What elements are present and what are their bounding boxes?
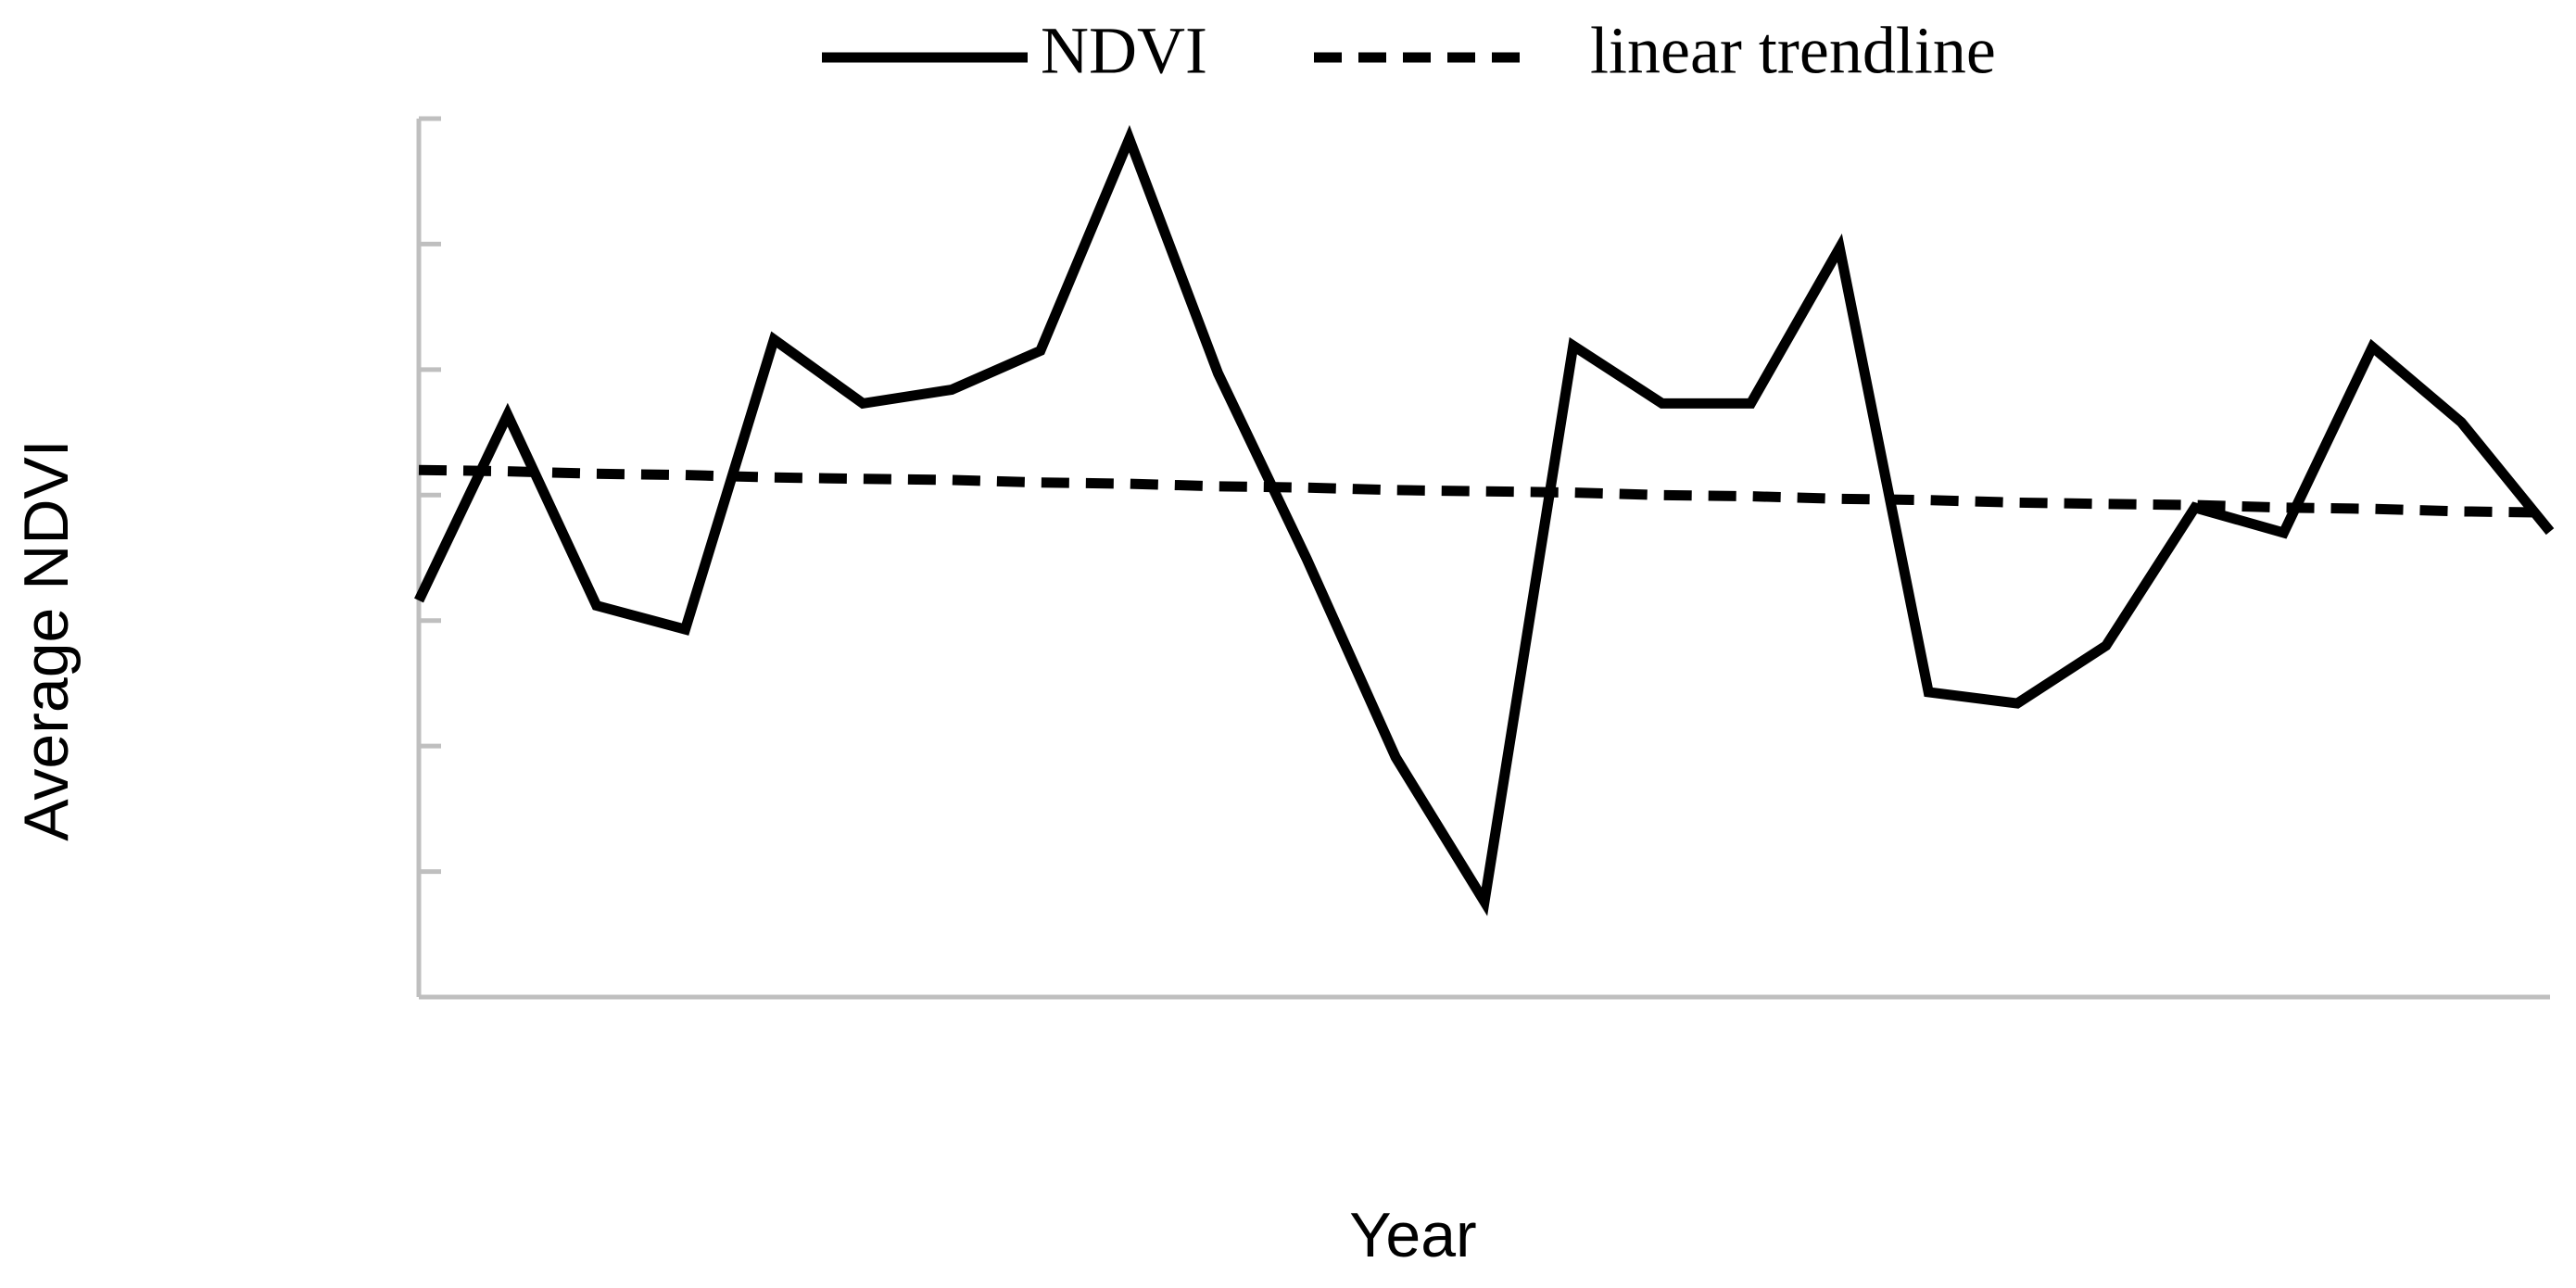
legend-label: linear trendline [1590, 14, 1996, 88]
legend-label: NDVI [1041, 14, 1207, 88]
y-axis-title: Average NDVI [11, 439, 82, 840]
x-axis-title: Year [1349, 1200, 1476, 1270]
data-line [418, 464, 2551, 518]
data-line [414, 124, 2555, 916]
